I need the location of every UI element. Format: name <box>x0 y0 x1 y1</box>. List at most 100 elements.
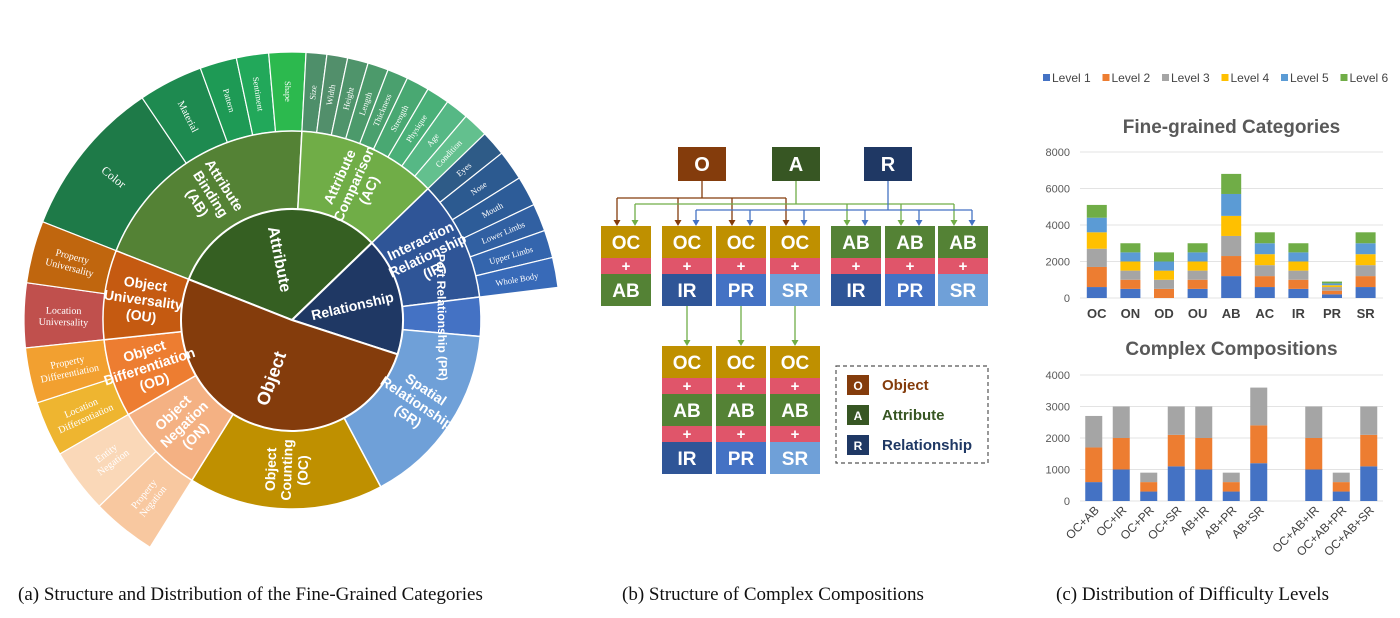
combo-oc-sr-oc-box <box>770 226 820 258</box>
chart-complex-compositions-bar-ab-sr-level-3 <box>1250 387 1268 426</box>
chart-complex-compositions-bar-oc-ab-pr-level-2 <box>1332 482 1350 492</box>
legend-object-label: Object <box>882 377 929 394</box>
chart-fine-grained-categories-bar-pr-level-5 <box>1322 283 1342 286</box>
legend-label-level-3: Level 3 <box>1171 71 1210 85</box>
chart-fine-grained-categories-bar-ac-level-3 <box>1254 265 1275 277</box>
combo-oc-sr-plus-label: + <box>791 258 800 275</box>
combo-oc-ab-pr-oc-label: OC <box>727 353 756 374</box>
combo-oc-sr-plus <box>770 258 820 274</box>
difficulty-bar-charts: Level 1 Level 2 Level 3 Level 4 Level 5 Level… <box>1043 71 1389 559</box>
combo-oc-ab-pr-ab-label: AB <box>727 401 754 422</box>
chart-complex-compositions-ytick-label: 4000 <box>1046 370 1070 382</box>
chart-fine-grained-categories-bar-ab-level-4 <box>1221 215 1242 236</box>
combo-oc-ab-pr-pr-label: PR <box>728 449 755 470</box>
combo-oc-ab-sr-oc-box <box>770 346 820 378</box>
chart-complex-compositions-bar-ab-ir-level-3 <box>1195 406 1213 438</box>
chart-fine-grained-categories-bar-pr-level-2 <box>1322 290 1342 295</box>
composition-diagram: O A R OC + AB OC + IR OC + PR OC + SR AB + IR AB + PR AB + SR OC… <box>601 147 989 474</box>
chart-fine-grained-categories-bar-ou-level-2 <box>1187 279 1208 289</box>
chart-fine-grained-categories-title: Fine-grained Categories <box>1123 117 1341 138</box>
chart-complex-compositions-bar-oc-sr-level-2 <box>1167 434 1185 467</box>
combo-ab-ir-ir-label: IR <box>847 281 866 302</box>
legend-object-letter: O <box>853 379 862 393</box>
chart-fine-grained-categories-bar-ac-level-4 <box>1254 254 1275 266</box>
chart-complex-compositions-bar-oc-ab-sr-level-2 <box>1360 434 1378 467</box>
combo-oc-sr-sr-label: SR <box>782 281 809 302</box>
combo-oc-ab-sr-ab-box <box>770 394 820 426</box>
chart-fine-grained-categories-bar-ir-level-5 <box>1288 252 1309 262</box>
chart-fine-grained-categories-bar-ab-level-5 <box>1221 193 1242 216</box>
chart-fine-grained-categories-bar-on-level-3 <box>1120 270 1141 280</box>
chart-fine-grained-categories-bar-ir-level-1 <box>1288 288 1309 298</box>
legend-swatch-level-2 <box>1102 74 1110 81</box>
combo-ab-sr-ab-box <box>938 226 988 258</box>
chart-fine-grained-categories-ytick-label: 6000 <box>1046 184 1070 196</box>
arrow-head <box>728 220 736 226</box>
chart-fine-grained-categories-bar-on-level-1 <box>1120 288 1141 298</box>
combo-ab-ir-ab-label: AB <box>842 233 869 254</box>
legend-swatch-level-4 <box>1221 74 1229 81</box>
root-a-label: A <box>789 154 803 176</box>
chart-fine-grained-categories-bar-sr-level-1 <box>1355 287 1376 298</box>
combo-oc-ab-oc-box <box>601 226 651 258</box>
combo-ab-pr-plus-label: + <box>906 258 915 275</box>
combo-oc-ir-oc-box <box>662 226 712 258</box>
combo-oc-ab-pr-oc-box <box>716 346 766 378</box>
chart-fine-grained-categories-bar-ou-level-1 <box>1187 288 1208 298</box>
combo-ab-pr-pr-label: PR <box>897 281 924 302</box>
combo-oc-ab-ir-oc-box <box>662 346 712 378</box>
chart-complex-compositions-bar-oc-ab-level-1 <box>1085 482 1103 501</box>
chart-fine-grained-categories-bar-ir-level-4 <box>1288 261 1309 271</box>
chart-complex-compositions-bar-oc-ab-sr-level-3 <box>1360 406 1378 435</box>
combo-oc-ir-plus <box>662 258 712 274</box>
combo-oc-ab-ir-ir-box <box>662 442 712 474</box>
chart-complex-compositions-bar-oc-ir-level-2 <box>1112 438 1130 470</box>
root-r-box <box>864 147 912 181</box>
arrow-head <box>861 220 869 226</box>
chart-complex-compositions-bar-ab-pr-level-2 <box>1222 482 1240 492</box>
chart-fine-grained-categories-bar-ir-level-2 <box>1288 279 1309 289</box>
chart-fine-grained-categories-bar-sr-level-3 <box>1355 265 1376 277</box>
chart-fine-grained-categories-bar-on-level-2 <box>1120 279 1141 289</box>
chart-complex-compositions-bar-ab-pr-level-3 <box>1222 472 1240 483</box>
chart-fine-grained-categories-ytick-label: 0 <box>1064 293 1070 305</box>
chart-fine-grained-categories-bar-on-level-4 <box>1120 261 1141 271</box>
chart-complex-compositions-bar-oc-ab-sr-level-1 <box>1360 466 1378 501</box>
chart-complex-compositions-bar-oc-ir-level-1 <box>1112 469 1130 501</box>
combo-oc-sr-oc-label: OC <box>781 233 810 254</box>
root-r-label: R <box>881 154 896 176</box>
arrow-head <box>897 220 905 226</box>
chart-complex-compositions-ytick-label: 1000 <box>1046 465 1070 477</box>
combo-ab-sr-plus-label: + <box>959 258 968 275</box>
chart-fine-grained-categories-ytick-label: 8000 <box>1046 147 1070 159</box>
arrow-head <box>737 340 745 346</box>
combo-oc-ab-pr-pr-box <box>716 442 766 474</box>
combo-oc-ab-sr-ab-label: AB <box>781 401 808 422</box>
arrow-head <box>968 220 976 226</box>
chart-fine-grained-categories-bar-sr-level-6 <box>1355 232 1376 244</box>
legend-attribute-swatch <box>847 405 869 425</box>
chart-fine-grained-categories-bar-oc-level-6 <box>1086 204 1107 218</box>
chart-complex-compositions-bar-oc-ab-ir-level-2 <box>1305 438 1323 470</box>
chart-complex-compositions-bar-ab-ir-level-1 <box>1195 469 1213 501</box>
combo-oc-ab-ir-plus <box>662 378 712 394</box>
chart-complex-compositions-ytick-label: 2000 <box>1046 433 1070 445</box>
arrow-head <box>683 340 691 346</box>
inner-segment-attr <box>187 208 374 322</box>
combo-ab-ir-ab-box <box>831 226 881 258</box>
root-o-box <box>678 147 726 181</box>
chart-fine-grained-categories-bar-od-level-2 <box>1154 288 1174 298</box>
caption-b: (b) Structure of Complex Compositions <box>622 584 924 605</box>
combo-oc-ab-oc-label: OC <box>612 233 641 254</box>
combo-oc-pr-oc-box <box>716 226 766 258</box>
combo-oc-ab-sr-oc-label: OC <box>781 353 810 374</box>
chart-fine-grained-categories-bar-pr-level-6 <box>1322 281 1342 284</box>
combo-oc-ir-oc-label: OC <box>673 233 702 254</box>
chart-fine-grained-categories-bar-pr-level-4 <box>1322 285 1342 288</box>
outer-label-location-universality: LocationUniversality <box>39 305 89 328</box>
arrow-head <box>746 220 754 226</box>
caption-a: (a) Structure and Distribution of the Fi… <box>18 584 483 605</box>
chart-fine-grained-categories-bar-ou-level-3 <box>1187 270 1208 280</box>
legend-label-level-2: Level 2 <box>1112 71 1151 85</box>
combo-oc-pr-plus-label: + <box>737 258 746 275</box>
